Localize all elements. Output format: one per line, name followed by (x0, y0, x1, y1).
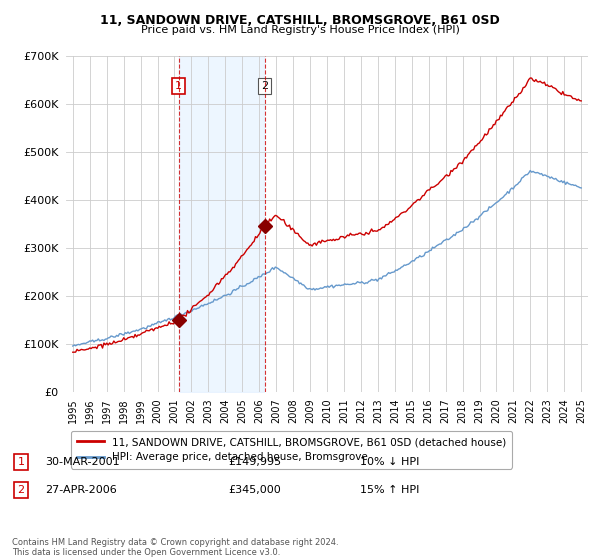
Legend: 11, SANDOWN DRIVE, CATSHILL, BROMSGROVE, B61 0SD (detached house), HPI: Average : 11, SANDOWN DRIVE, CATSHILL, BROMSGROVE,… (71, 431, 512, 469)
Text: 2: 2 (17, 485, 25, 495)
Text: 27-APR-2006: 27-APR-2006 (45, 485, 117, 495)
Text: 1: 1 (17, 457, 25, 467)
Text: 2: 2 (261, 81, 268, 91)
Text: £149,995: £149,995 (228, 457, 281, 467)
Text: 15% ↑ HPI: 15% ↑ HPI (360, 485, 419, 495)
Text: 1: 1 (175, 81, 182, 91)
Text: 11, SANDOWN DRIVE, CATSHILL, BROMSGROVE, B61 0SD: 11, SANDOWN DRIVE, CATSHILL, BROMSGROVE,… (100, 14, 500, 27)
Text: Contains HM Land Registry data © Crown copyright and database right 2024.
This d: Contains HM Land Registry data © Crown c… (12, 538, 338, 557)
Text: 30-MAR-2001: 30-MAR-2001 (45, 457, 119, 467)
Text: 10% ↓ HPI: 10% ↓ HPI (360, 457, 419, 467)
Text: £345,000: £345,000 (228, 485, 281, 495)
Text: Price paid vs. HM Land Registry's House Price Index (HPI): Price paid vs. HM Land Registry's House … (140, 25, 460, 35)
